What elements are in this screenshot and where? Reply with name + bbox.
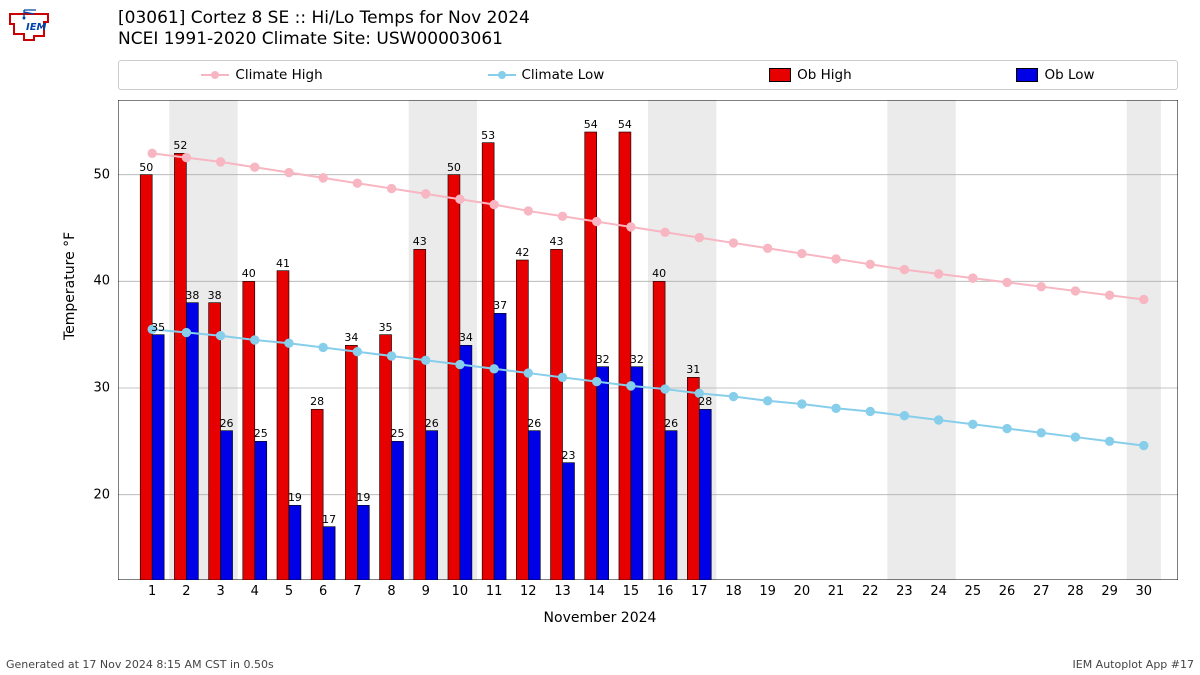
legend-swatch-climate-high: [201, 74, 229, 76]
legend-swatch-ob-low: [1016, 68, 1038, 82]
bar-label-low: 37: [493, 299, 507, 312]
xtick-label: 7: [353, 584, 361, 599]
bar-label-high: 43: [550, 235, 564, 248]
chart-title: [03061] Cortez 8 SE :: Hi/Lo Temps for N…: [118, 8, 530, 51]
ytick-label: 40: [70, 274, 110, 289]
bar-label-low: 25: [254, 427, 268, 440]
xtick-label: 4: [251, 584, 259, 599]
bar-label-high: 31: [686, 363, 700, 376]
svg-text:IEM: IEM: [26, 22, 47, 33]
xtick-label: 1: [148, 584, 156, 599]
bar-label-low: 32: [596, 353, 610, 366]
bar-label-high: 54: [618, 118, 632, 131]
xtick-label: 6: [319, 584, 327, 599]
bar-label-high: 52: [173, 139, 187, 152]
bar-label-low: 19: [356, 491, 370, 504]
bar-label-low: 26: [425, 417, 439, 430]
xtick-label: 20: [794, 584, 811, 599]
bar-label-low: 34: [459, 331, 473, 344]
footer-app: IEM Autoplot App #17: [1073, 658, 1195, 671]
xtick-label: 22: [862, 584, 879, 599]
legend-label-ob-high: Ob High: [797, 67, 852, 83]
xtick-label: 11: [486, 584, 503, 599]
xtick-label: 30: [1136, 584, 1153, 599]
xtick-label: 21: [828, 584, 845, 599]
bar-label-high: 40: [242, 267, 256, 280]
bar-label-high: 54: [584, 118, 598, 131]
iem-logo: IEM: [6, 6, 54, 46]
xtick-label: 14: [588, 584, 605, 599]
bar-label-high: 41: [276, 257, 290, 270]
xtick-label: 9: [422, 584, 430, 599]
xtick-label: 2: [182, 584, 190, 599]
xtick-label: 25: [965, 584, 982, 599]
bar-label-high: 43: [413, 235, 427, 248]
bar-label-low: 19: [288, 491, 302, 504]
xtick-label: 27: [1033, 584, 1050, 599]
bar-label-high: 50: [139, 161, 153, 174]
bar-label-low: 26: [220, 417, 234, 430]
bar-label-high: 35: [379, 321, 393, 334]
xtick-label: 23: [896, 584, 913, 599]
title-line1: [03061] Cortez 8 SE :: Hi/Lo Temps for N…: [118, 8, 530, 29]
legend-swatch-ob-high: [769, 68, 791, 82]
bar-label-low: 32: [630, 353, 644, 366]
ytick-label: 50: [70, 167, 110, 182]
footer: Generated at 17 Nov 2024 8:15 AM CST in …: [6, 658, 1194, 671]
x-axis-label: November 2024: [0, 610, 1200, 626]
legend-label-climate-high: Climate High: [235, 67, 322, 83]
bar-label-low: 28: [698, 395, 712, 408]
bar-label-low: 26: [527, 417, 541, 430]
xtick-label: 28: [1067, 584, 1084, 599]
xtick-label: 18: [725, 584, 742, 599]
xtick-label: 26: [999, 584, 1016, 599]
xtick-label: 8: [387, 584, 395, 599]
legend-climate-high: Climate High: [201, 67, 322, 83]
plot-area: [118, 100, 1178, 580]
xtick-label: 3: [216, 584, 224, 599]
xtick-label: 5: [285, 584, 293, 599]
xtick-label: 13: [554, 584, 571, 599]
ytick-label: 20: [70, 487, 110, 502]
legend-swatch-climate-low: [488, 74, 516, 76]
bar-label-high: 40: [652, 267, 666, 280]
xtick-label: 15: [623, 584, 640, 599]
bar-label-low: 38: [185, 289, 199, 302]
xtick-label: 12: [520, 584, 537, 599]
bar-label-high: 38: [208, 289, 222, 302]
bar-label-high: 28: [310, 395, 324, 408]
legend-climate-low: Climate Low: [488, 67, 605, 83]
legend-label-ob-low: Ob Low: [1044, 67, 1094, 83]
legend-ob-low: Ob Low: [1016, 67, 1094, 83]
bar-label-low: 17: [322, 513, 336, 526]
chart-svg: [118, 100, 1178, 580]
bar-label-high: 50: [447, 161, 461, 174]
title-line2: NCEI 1991-2020 Climate Site: USW00003061: [118, 29, 530, 50]
bar-label-high: 53: [481, 129, 495, 142]
footer-generated: Generated at 17 Nov 2024 8:15 AM CST in …: [6, 658, 274, 671]
bar-label-high: 42: [515, 246, 529, 259]
xtick-label: 24: [930, 584, 947, 599]
xtick-label: 10: [452, 584, 469, 599]
legend-label-climate-low: Climate Low: [522, 67, 605, 83]
bar-label-low: 26: [664, 417, 678, 430]
legend-ob-high: Ob High: [769, 67, 852, 83]
ytick-label: 30: [70, 381, 110, 396]
bar-label-low: 23: [562, 449, 576, 462]
xtick-label: 29: [1101, 584, 1118, 599]
xtick-label: 19: [759, 584, 776, 599]
legend: Climate High Climate Low Ob High Ob Low: [118, 60, 1178, 90]
bar-label-low: 35: [151, 321, 165, 334]
xtick-label: 16: [657, 584, 674, 599]
bar-label-low: 25: [391, 427, 405, 440]
bar-label-high: 34: [344, 331, 358, 344]
xtick-label: 17: [691, 584, 708, 599]
